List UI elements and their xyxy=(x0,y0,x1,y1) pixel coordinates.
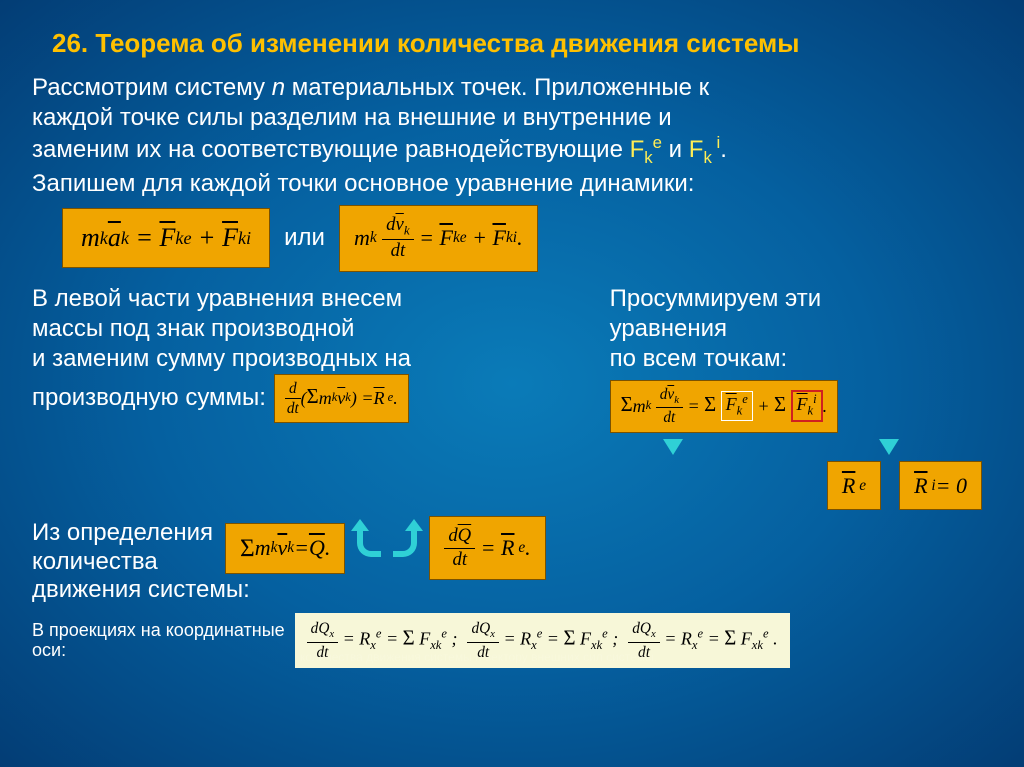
right-r1: Просуммируем эти xyxy=(610,284,992,314)
watermark-text: количества движения системы п вектору вн… xyxy=(300,650,657,664)
right-text-block: Просуммируем эти уравнения по всем точка… xyxy=(610,284,992,511)
intro-1a: Рассмотрим систему xyxy=(32,74,272,101)
arrow-down-icon xyxy=(879,439,899,455)
proj-p2: оси: xyxy=(32,640,66,660)
left-l4: производную суммы: xyxy=(32,383,266,413)
def-text-block: Из определения количества xyxy=(32,519,213,577)
right-r2: уравнения xyxy=(610,314,992,344)
equation-row-1: mkak = Fke + Fki или mk dvkdt = Fke + Fk… xyxy=(62,205,992,272)
formula-ri-zero: R i = 0 xyxy=(899,461,982,511)
or-label: или xyxy=(284,224,325,252)
left-l1: В левой части уравнения внесем xyxy=(32,284,570,314)
definition-row: Из определения количества Σ mkvk = Q . d… xyxy=(32,516,992,580)
arrow-down-icon xyxy=(663,439,683,455)
arrow-curve-icon xyxy=(357,529,381,557)
arrow-curve-icon xyxy=(393,529,417,557)
fi-symbol: Fk i xyxy=(689,136,720,163)
intro-1b: материальных точек. Приложенные к xyxy=(285,74,709,101)
proj-p1: В проекциях на координатные xyxy=(32,620,285,640)
formula-sum-all: Σ mk dvkdt = Σ Fke + Σ Fki . xyxy=(610,380,839,433)
intro-and: и xyxy=(662,136,689,163)
formula-re: R e xyxy=(827,461,881,511)
left-l2: массы под знак производной xyxy=(32,314,570,344)
def-d2: количества xyxy=(32,548,213,577)
intro-dot: . xyxy=(720,136,727,163)
formula-dqdt: dQdt = R e . xyxy=(429,516,545,580)
formula-newton: mkak = Fke + Fki xyxy=(62,208,270,268)
two-column-row: В левой части уравнения внесем массы под… xyxy=(32,284,992,511)
def-d1: Из определения xyxy=(32,519,213,548)
intro-paragraph: Рассмотрим систему n материальных точек.… xyxy=(32,73,992,199)
left-text-block: В левой части уравнения внесем массы под… xyxy=(32,284,570,511)
re-ri-row: R e R i = 0 xyxy=(610,461,992,511)
right-r3: по всем точкам: xyxy=(610,344,992,374)
formula-q-def: Σ mkvk = Q . xyxy=(225,523,345,574)
arrows-down-row xyxy=(610,435,992,459)
formula-newton-dvdt: mk dvkdt = Fke + Fki . xyxy=(339,205,538,272)
def-d3: движения системы: xyxy=(32,576,992,605)
proj-text: В проекциях на координатные оси: xyxy=(32,621,285,661)
left-l3: и заменим сумму производных на xyxy=(32,344,570,374)
formula-derivative-sum: ddt(Σ mkvk) = R e . xyxy=(274,374,409,424)
intro-4: Запишем для каждой точки основное уравне… xyxy=(32,170,694,197)
intro-3a: заменим их на соответствующие равнодейст… xyxy=(32,136,630,163)
fe-symbol: Fke xyxy=(630,136,662,163)
slide-title: 26. Теорема об изменении количества движ… xyxy=(32,28,992,59)
intro-2: каждой точке силы разделим на внешние и … xyxy=(32,104,672,131)
intro-n: n xyxy=(272,74,285,101)
